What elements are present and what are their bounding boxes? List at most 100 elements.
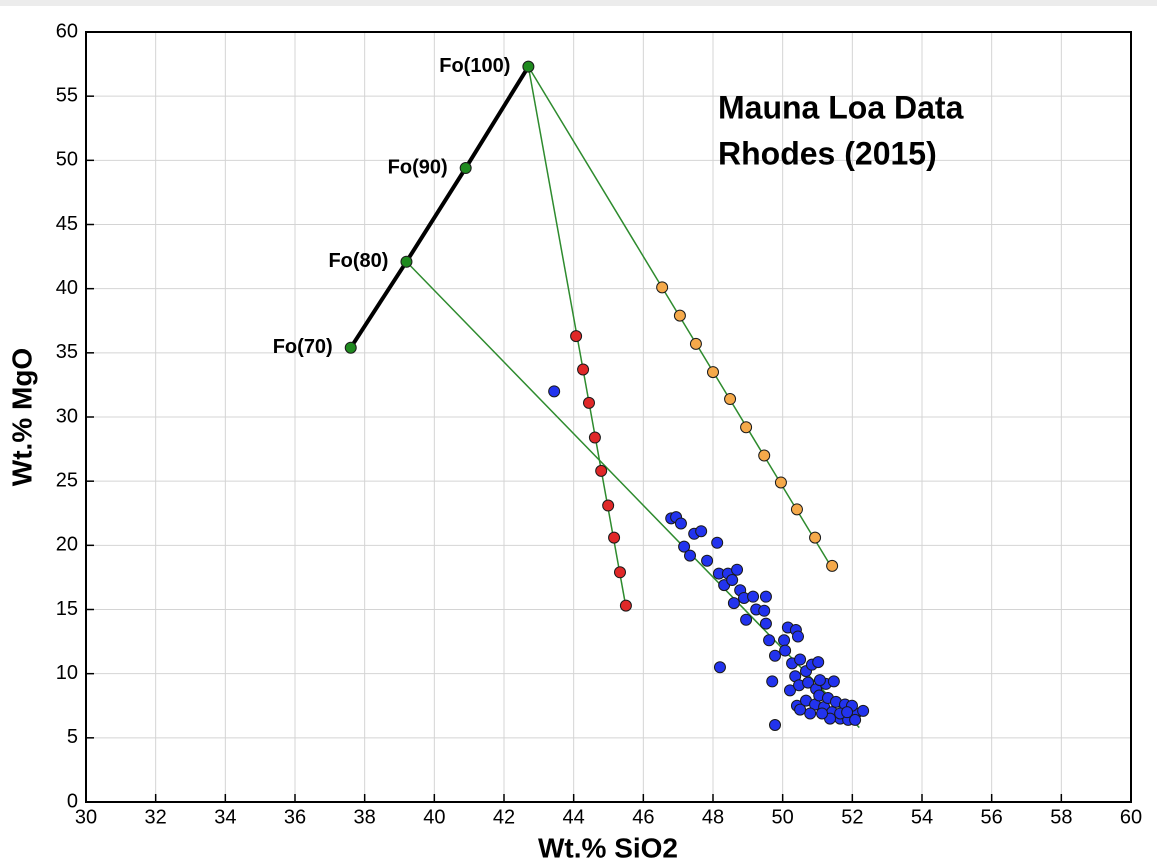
y-tick-label: 40	[56, 277, 78, 299]
x-tick-label: 42	[493, 806, 515, 828]
point	[794, 653, 807, 666]
point	[827, 675, 840, 688]
point	[758, 604, 771, 617]
point	[763, 634, 776, 647]
x-tick-label: 32	[145, 806, 167, 828]
point	[727, 597, 740, 610]
point	[713, 661, 726, 674]
point	[595, 464, 608, 477]
point	[759, 617, 772, 630]
point	[711, 536, 724, 549]
x-tick-label: 40	[423, 806, 445, 828]
top-bar	[0, 0, 1157, 6]
point-label: Fo(100)	[439, 55, 510, 77]
point	[783, 684, 796, 697]
point-label: Fo(80)	[328, 250, 388, 272]
y-axis-label: Wt.% MgO	[6, 348, 37, 486]
point	[809, 531, 822, 544]
y-tick-label: 60	[56, 20, 78, 42]
point	[740, 613, 753, 626]
x-tick-label: 50	[772, 806, 794, 828]
point	[689, 337, 702, 350]
point	[577, 363, 590, 376]
point	[707, 366, 719, 379]
point	[759, 590, 772, 603]
point	[790, 503, 803, 516]
point	[400, 255, 413, 268]
point	[724, 393, 737, 406]
point	[602, 499, 615, 512]
y-tick-label: 45	[56, 213, 78, 235]
point	[778, 634, 791, 647]
point	[701, 554, 714, 567]
x-tick-label: 54	[911, 806, 933, 828]
y-tick-label: 35	[56, 341, 78, 363]
point	[740, 421, 753, 434]
annotation: Rhodes (2015)	[718, 135, 937, 171]
point	[731, 563, 744, 576]
point-label: Fo(90)	[388, 156, 448, 178]
point	[791, 630, 804, 643]
y-tick-label: 15	[56, 598, 78, 620]
annotation: Mauna Loa Data	[718, 89, 964, 125]
point	[841, 706, 854, 719]
point	[582, 396, 595, 409]
point	[613, 566, 626, 579]
plot-frame	[85, 31, 1132, 803]
point	[522, 60, 535, 73]
point	[695, 525, 708, 538]
x-tick-label: 34	[214, 806, 236, 828]
point	[794, 703, 807, 716]
point	[813, 674, 826, 687]
y-tick-label: 0	[67, 790, 78, 812]
y-tick-label: 55	[56, 84, 78, 106]
point	[769, 649, 782, 662]
point-label: Fo(70)	[273, 336, 333, 358]
point	[857, 704, 870, 717]
point	[548, 385, 561, 398]
point	[758, 449, 771, 462]
point	[774, 476, 787, 489]
x-tick-label: 36	[284, 806, 306, 828]
point	[588, 431, 601, 444]
x-tick-label: 38	[354, 806, 376, 828]
point	[766, 675, 779, 688]
x-tick-label: 30	[75, 806, 97, 828]
olivine-line	[349, 65, 531, 349]
point	[673, 309, 686, 322]
point	[816, 707, 829, 720]
point	[619, 599, 632, 612]
point	[608, 531, 621, 544]
point	[344, 341, 357, 354]
point	[674, 517, 687, 530]
point	[849, 713, 862, 726]
point	[802, 676, 815, 689]
point	[779, 644, 792, 657]
x-tick-label: 58	[1050, 806, 1072, 828]
point	[812, 656, 825, 669]
point	[459, 162, 472, 175]
y-tick-label: 50	[56, 149, 78, 171]
x-tick-label: 60	[1120, 806, 1142, 828]
point	[826, 559, 839, 572]
point	[678, 540, 691, 553]
point	[747, 590, 760, 603]
point	[684, 549, 697, 562]
y-tick-label: 20	[56, 534, 78, 556]
x-tick-label: 46	[632, 806, 654, 828]
point	[726, 573, 739, 586]
y-tick-label: 30	[56, 405, 78, 427]
y-tick-label: 5	[67, 726, 78, 748]
point	[570, 330, 583, 343]
y-tick-label: 10	[56, 662, 78, 684]
x-axis-label: Wt.% SiO2	[538, 832, 678, 863]
point	[804, 707, 817, 720]
point	[656, 281, 669, 294]
x-tick-label: 48	[702, 806, 724, 828]
x-tick-label: 56	[981, 806, 1003, 828]
y-tick-label: 25	[56, 469, 78, 491]
point	[769, 719, 782, 731]
x-tick-label: 52	[841, 806, 863, 828]
x-tick-label: 44	[563, 806, 585, 828]
